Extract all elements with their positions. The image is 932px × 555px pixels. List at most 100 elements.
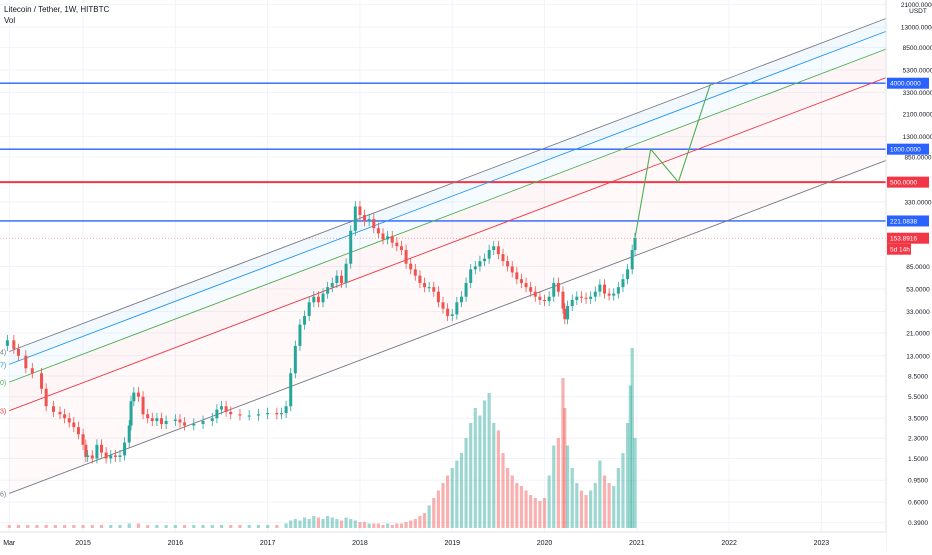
volume-bar	[455, 460, 459, 528]
candle-body	[358, 206, 362, 216]
volume-bar	[418, 516, 422, 528]
candle-body	[123, 442, 127, 456]
price-tick-label: 8500.0000	[903, 45, 932, 52]
candle-body	[118, 455, 122, 457]
volume-bar	[602, 475, 607, 528]
projection-line	[634, 83, 712, 239]
volume-bar	[575, 483, 579, 528]
price-tick-label: 330.0000	[904, 199, 931, 206]
volume-bar	[616, 468, 620, 528]
volume-bar	[399, 523, 404, 528]
time-tick-label: 2015	[75, 540, 91, 547]
price-tick-label: 850.0000	[904, 154, 931, 161]
volume-bar	[598, 460, 602, 528]
volume-bar	[633, 438, 637, 528]
level-tag-bg	[887, 176, 929, 188]
price-tick-label: 53.0000	[906, 286, 930, 293]
fib-label: 0.5(7.4710)	[0, 380, 6, 387]
volume-bar	[561, 378, 565, 528]
volume-bar	[450, 468, 454, 528]
candle-body	[506, 261, 510, 267]
candle-body	[556, 283, 560, 292]
volume-bar	[210, 525, 214, 528]
candle-body	[132, 392, 136, 402]
price-tick-label: 33.0000	[906, 309, 930, 316]
candle-body	[220, 406, 223, 410]
price-tick-label: 5300.0000	[903, 67, 932, 74]
volume-bar	[335, 519, 339, 528]
volume-bar	[289, 520, 293, 528]
candle-body	[459, 296, 463, 303]
candle-body	[178, 419, 182, 423]
price-tick-label: 8.5000	[908, 373, 928, 380]
candle-body	[16, 348, 20, 356]
candle-body	[210, 418, 214, 421]
volume-bar	[413, 519, 417, 528]
candle-body	[63, 414, 67, 419]
candle-body	[612, 293, 616, 296]
volume-bar	[44, 525, 48, 528]
candle-body	[76, 427, 80, 435]
volume-label: Vol	[4, 16, 16, 25]
volume-bar	[344, 517, 348, 528]
price-axis-bg	[886, 0, 932, 550]
candle-body	[330, 283, 334, 288]
candle-body	[279, 413, 283, 415]
fib-channel: 1(14.2224) 0.75(10.8467) 0.5(7.4710) 0.25(4…	[0, 18, 887, 498]
level-tag-bg	[887, 215, 929, 227]
price-tick-label: 0.3900	[908, 520, 928, 527]
projection-path	[634, 83, 712, 239]
volume-bar	[625, 423, 630, 528]
volume-bar	[109, 525, 113, 528]
volume-bar	[358, 522, 362, 528]
candle-body	[538, 296, 542, 300]
channel-fill	[9, 18, 886, 365]
channel-fill	[9, 78, 886, 494]
volume-bar	[35, 525, 39, 528]
time-axis[interactable]: Mar 2015 2016 2017 2018 2019 2020 2021 2022 2023	[0, 531, 886, 550]
volume-bar	[565, 445, 570, 528]
volume-bar	[589, 490, 593, 528]
candle-body	[603, 284, 607, 294]
price-candles	[5, 201, 637, 464]
candle-body	[160, 418, 164, 424]
price-tick-label: 2.3000	[908, 436, 928, 443]
candle-body	[418, 275, 422, 284]
candle-body	[247, 415, 251, 417]
candle-body	[90, 455, 94, 459]
price-tick-label: 5.5000	[908, 394, 928, 401]
volume-bar	[459, 453, 464, 528]
candle-body	[298, 324, 302, 346]
candle-body	[266, 413, 270, 415]
volume-bar	[579, 490, 584, 528]
price-tick-label: 21.0000	[906, 330, 930, 337]
candle-body	[487, 250, 491, 259]
volume-bar	[146, 525, 150, 528]
volume-bar	[478, 415, 482, 528]
candle-body	[367, 219, 371, 222]
volume-bar	[155, 525, 159, 528]
candle-body	[67, 418, 71, 423]
price-tick-label: 3300.0000	[903, 90, 932, 97]
candle-body	[478, 261, 482, 267]
volume-bar	[81, 525, 85, 528]
fib-label: 0.25(4.0953)	[0, 409, 6, 416]
candle-body	[104, 452, 108, 459]
candle-body	[173, 419, 177, 421]
volume-bar	[386, 523, 390, 528]
price-tick-label: 13.0000	[906, 353, 930, 360]
volume-bar	[390, 525, 394, 528]
volume-bar	[492, 423, 496, 528]
volume-bar	[427, 505, 431, 528]
volume-bar	[16, 525, 21, 528]
level-tag: 1000.0000	[890, 147, 921, 154]
candle-body	[141, 396, 145, 415]
volume-bar	[26, 525, 30, 528]
candle-body	[547, 296, 551, 302]
time-tick-label: 2022	[721, 540, 737, 547]
candle-body	[372, 219, 376, 229]
axis-unit: USDT	[909, 8, 927, 15]
candle-body	[146, 414, 150, 419]
volume-bar	[409, 520, 413, 528]
